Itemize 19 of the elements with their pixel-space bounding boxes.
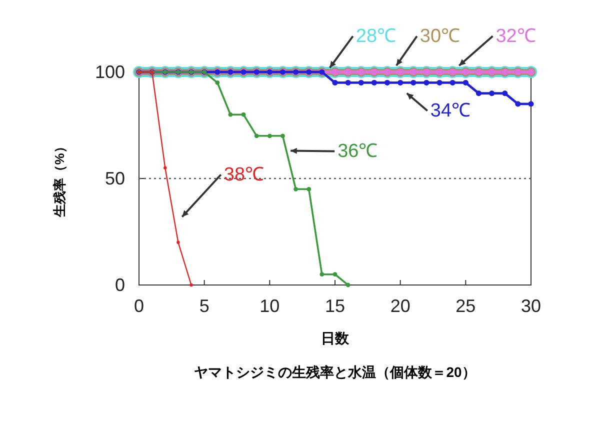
x-tick-label: 15 bbox=[324, 296, 346, 316]
x-tick-label: 5 bbox=[199, 296, 210, 316]
x-tick-label: 25 bbox=[456, 296, 476, 316]
text: 38℃ bbox=[224, 164, 264, 186]
x-tick-label: 20 bbox=[390, 296, 410, 316]
y-axis-title: 生残率（%） bbox=[52, 140, 67, 218]
series-label: 36℃ bbox=[338, 141, 378, 162]
y-tick-label: 100 bbox=[94, 62, 125, 82]
series-label: 34℃ bbox=[430, 100, 471, 122]
y-tick-label: 0 bbox=[114, 275, 125, 295]
series-label: 32℃ bbox=[496, 26, 536, 48]
series-label: 30℃ bbox=[420, 26, 460, 48]
y-tick-label: 50 bbox=[104, 168, 125, 188]
x-tick-label: 10 bbox=[260, 296, 280, 316]
x-axis-title: 日数 bbox=[321, 330, 350, 346]
x-tick-label: 0 bbox=[134, 296, 144, 316]
series-label: 28℃ bbox=[356, 26, 396, 48]
text: ヤマトシジミの生残率と水温（個体数＝20） bbox=[194, 364, 476, 380]
x-tick-label: 30 bbox=[520, 296, 542, 316]
